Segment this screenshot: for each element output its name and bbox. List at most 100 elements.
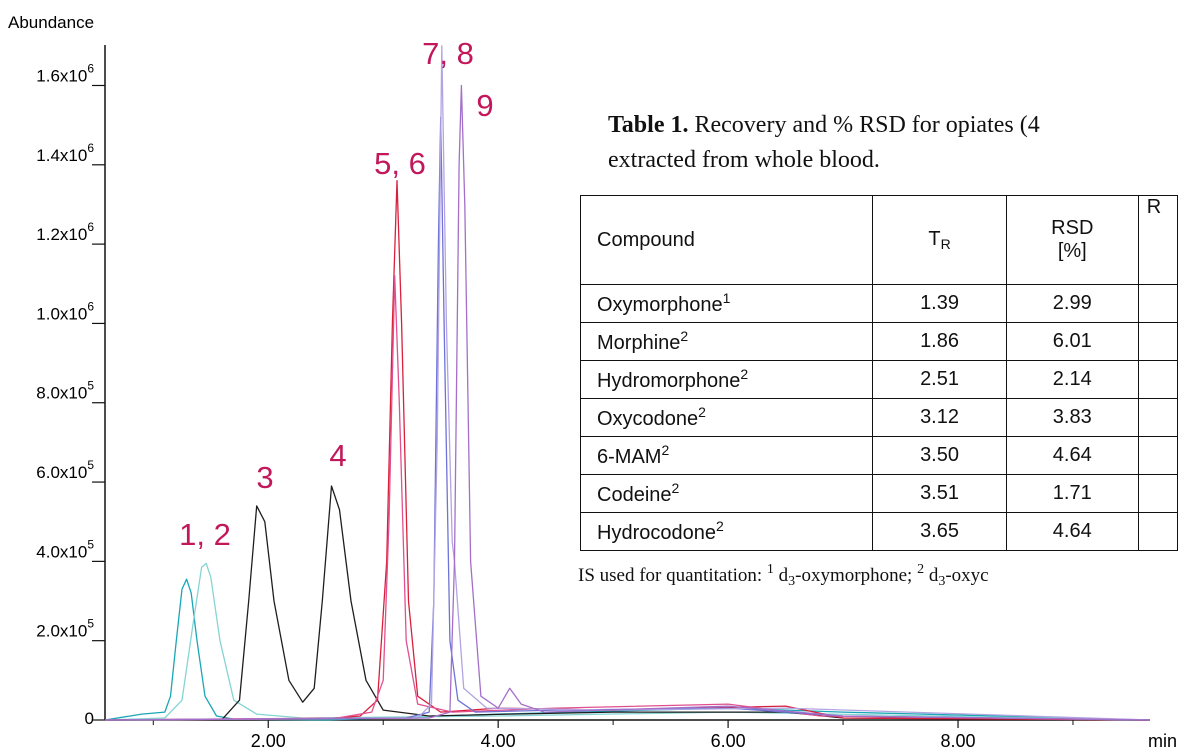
- table-wrap: Compound TR RSD [%] R Oxymorphone1 1.39 2.9…: [579, 195, 1178, 551]
- tr-cell: 2.51: [872, 360, 1007, 399]
- header-cell: TR: [872, 195, 1007, 285]
- peak-label: 5, 6: [374, 146, 426, 181]
- header-text: RSD: [1051, 217, 1094, 239]
- rsd-cell: 2.99: [1005, 284, 1139, 323]
- table-title: Table 1. Recovery and % RSD for opiates …: [608, 108, 1040, 178]
- peak-label: 7, 8: [422, 36, 474, 71]
- x-tick-label: 2.00: [251, 731, 286, 751]
- table-row: Hydromorphone2 2.51 2.14: [579, 360, 1178, 399]
- y-tick-label-exp: 5: [87, 537, 94, 551]
- y-axis-title: Abundance: [8, 13, 94, 32]
- y-tick-label: 1.0x106: [36, 299, 94, 323]
- compound-cell: Oxymorphone1: [579, 284, 874, 323]
- y-tick-label: 2.0x105: [36, 617, 94, 641]
- trace: [104, 84, 1151, 721]
- tr-cell: 3.65: [872, 512, 1007, 551]
- rsd-cell: 4.64: [1005, 436, 1139, 475]
- table-row: Morphine2 1.86 6.01: [579, 322, 1178, 361]
- tr-cell: 1.39: [872, 284, 1007, 323]
- table-title-bold: Table 1.: [608, 112, 689, 138]
- table-title-text: extracted from whole blood.: [608, 147, 880, 173]
- compound-name: Oxymorphone: [597, 294, 723, 316]
- tr-cell: 1.86: [872, 322, 1007, 361]
- y-tick-label: 1.2x106: [36, 220, 94, 244]
- footnote-part: d: [773, 565, 789, 586]
- y-tick-label: 8.0x105: [36, 379, 94, 403]
- y-tick-label: 4.0x105: [36, 537, 94, 561]
- x-tick-label: 4.00: [481, 731, 516, 751]
- header-text: R: [1146, 196, 1162, 218]
- peak-label: 4: [329, 438, 346, 473]
- compound-name: Hydromorphone: [597, 370, 741, 392]
- table-row: Oxycodone2 3.12 3.83: [579, 398, 1178, 437]
- y-tick-label-base: 1.6x10: [36, 66, 87, 85]
- rsd-cell: 6.01: [1005, 322, 1139, 361]
- compound-note: 2: [671, 480, 680, 496]
- y-tick-label-exp: 5: [87, 379, 94, 393]
- y-tick-label-exp: 6: [87, 61, 94, 75]
- y-tick-label: 0: [85, 709, 94, 728]
- y-tick-label-exp: 6: [87, 220, 94, 234]
- table-row: Hydrocodone2 3.65 4.64: [579, 512, 1178, 551]
- compound-note: 2: [715, 518, 724, 534]
- header-cell: Compound: [579, 195, 874, 285]
- compound-cell: Hydrocodone2: [579, 512, 874, 551]
- y-tick-label-exp: 5: [87, 617, 94, 631]
- compound-cell: 6-MAM2: [579, 436, 874, 475]
- footnote-part: 3: [938, 574, 946, 589]
- table-title-text: Recovery and % RSD for opiates (4: [694, 112, 1040, 138]
- footnote-part: d: [924, 565, 939, 586]
- compound-note: 2: [740, 366, 749, 382]
- trace: [104, 116, 1151, 721]
- compound-name: Hydrocodone: [597, 522, 716, 544]
- table: Compound TR RSD [%] R Oxymorphone1 1.39 2.9…: [579, 195, 1178, 551]
- cut-cell: [1137, 398, 1178, 437]
- y-tick-label-base: 2.0x10: [36, 622, 87, 641]
- compound-note: 2: [661, 442, 670, 458]
- header-text: [%]: [1057, 240, 1087, 262]
- compound-cell: Hydromorphone2: [579, 360, 874, 399]
- cut-cell: [1137, 512, 1178, 551]
- y-tick-label-base: 1.2x10: [36, 225, 87, 244]
- header-row: Compound TR RSD [%] R: [579, 195, 1178, 285]
- table-footnote: IS used for quantitation: 1 d3-oxymorpho…: [578, 562, 989, 590]
- y-tick-label: 1.6x106: [36, 61, 94, 85]
- x-tick-label: 8.00: [940, 731, 975, 751]
- compound-note: 2: [680, 328, 689, 344]
- y-tick-label-base: 1.4x10: [36, 146, 87, 165]
- footnote-part: 2: [917, 562, 925, 577]
- compound-note: 1: [722, 290, 731, 306]
- y-tick-label-exp: 6: [87, 299, 94, 313]
- cut-cell: [1137, 474, 1178, 513]
- header-text: T: [928, 228, 941, 250]
- x-axis-title: min: [1148, 731, 1177, 751]
- x-tick-label: 6.00: [711, 731, 746, 751]
- compound-cell: Oxycodone2: [579, 398, 874, 437]
- table-row: Oxymorphone1 1.39 2.99: [579, 284, 1178, 323]
- table-row: 6-MAM2 3.50 4.64: [579, 436, 1178, 475]
- y-tick-label: 1.4x106: [36, 141, 94, 165]
- compound-cell: Morphine2: [579, 322, 874, 361]
- y-tick-label-exp: 5: [87, 458, 94, 472]
- cut-cell: [1137, 436, 1178, 475]
- y-tick-label-base: 4.0x10: [36, 542, 87, 561]
- table-row: Codeine2 3.51 1.71: [579, 474, 1178, 513]
- compound-cell: Codeine2: [579, 474, 874, 513]
- compound-name: Morphine: [597, 332, 681, 354]
- trace: [104, 578, 1151, 721]
- y-tick-label: 6.0x105: [36, 458, 94, 482]
- footnote-part: 3: [788, 574, 796, 589]
- footnote-part: -oxymorphone;: [795, 565, 918, 586]
- rsd-cell: 4.64: [1005, 512, 1139, 551]
- peak-label: 3: [256, 460, 273, 495]
- rsd-cell: 3.83: [1005, 398, 1139, 437]
- peak-label: 1, 2: [179, 517, 231, 552]
- cut-cell: [1137, 284, 1178, 323]
- header-subscript: R: [940, 236, 951, 252]
- rsd-cell: 2.14: [1005, 360, 1139, 399]
- compound-name: Oxycodone: [597, 408, 699, 430]
- compound-note: 2: [698, 404, 706, 420]
- header-cell: RSD [%]: [1005, 195, 1139, 285]
- trace: [104, 562, 1151, 721]
